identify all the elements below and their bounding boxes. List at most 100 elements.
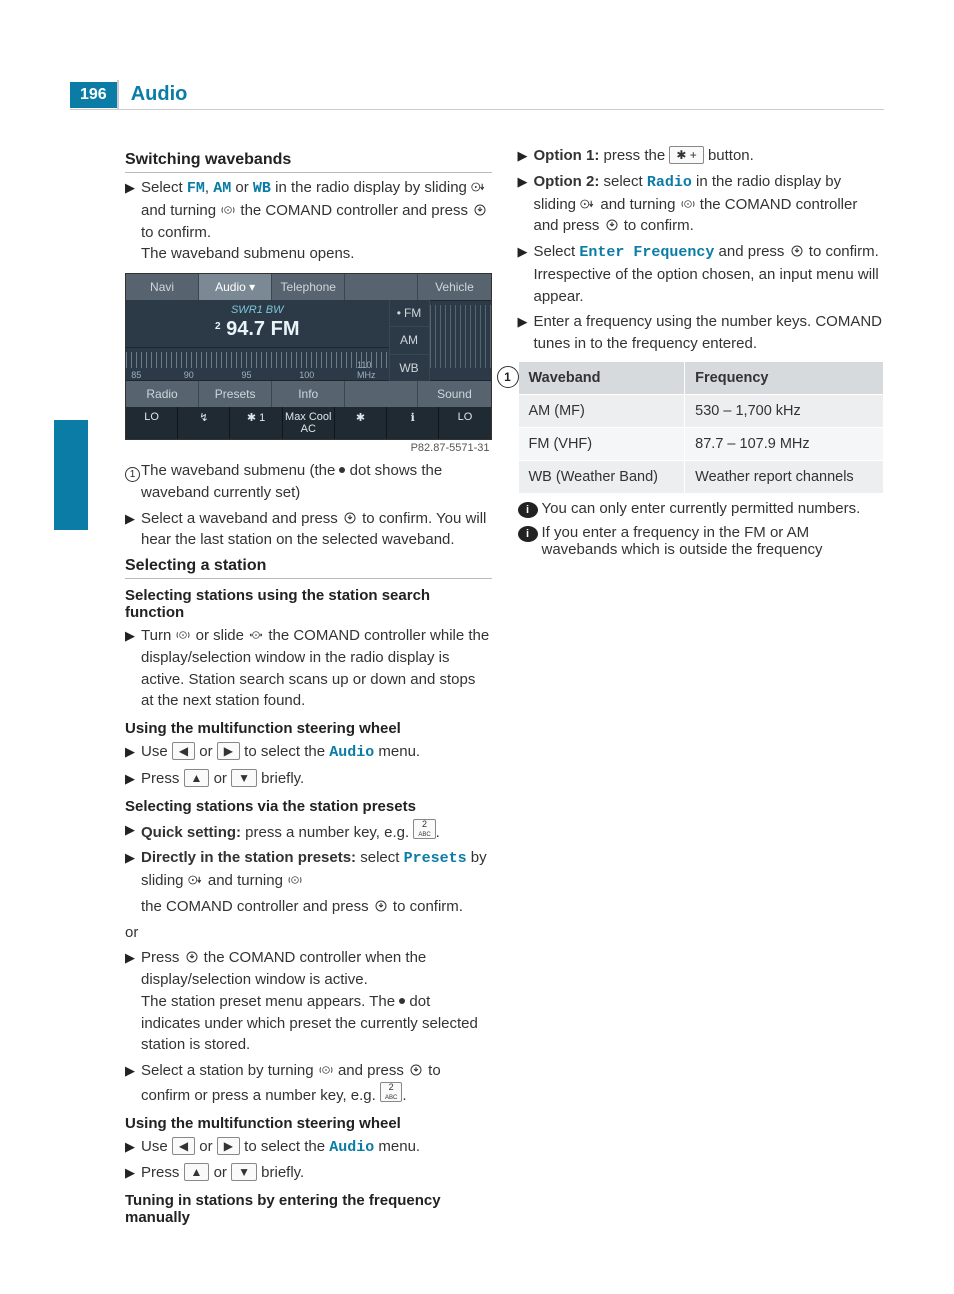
th-frequency: Frequency	[685, 361, 884, 394]
slide-lr-icon	[248, 628, 264, 642]
dial-label: 85	[131, 370, 141, 380]
h-msw-l: Using the multifunction steering wheel	[125, 720, 492, 737]
press-icon	[342, 511, 358, 525]
turn-icon	[175, 628, 191, 642]
h-search: Selecting stations using the station sea…	[125, 587, 492, 621]
screen-bot-tab: Radio	[126, 381, 199, 407]
press-icon	[184, 950, 200, 964]
screen-climate-cell: LO	[439, 407, 490, 439]
slide-down-icon	[580, 197, 596, 211]
screen-side-opt: WB	[390, 355, 429, 381]
screen-climate-cell: ↯	[178, 407, 230, 439]
screen-bot-tab	[345, 381, 418, 407]
screen-freq: 2 94.7 FM	[126, 316, 389, 347]
cont-text: the COMAND controller and press to confi…	[141, 896, 492, 918]
step-opt3: ▶ Select Enter Frequency and press to co…	[518, 241, 885, 307]
step-msw1-l: ▶ Use ◀ or ▶ to select the Audio menu.	[125, 741, 492, 764]
screen-side-opt: FM	[390, 300, 429, 327]
info-icon: i	[518, 526, 538, 542]
td: 87.7 – 107.9 MHz	[685, 427, 884, 460]
h-msw-r: Using the multifunction steering wheel	[125, 1115, 492, 1132]
code-enterfreq: Enter Frequency	[579, 244, 714, 261]
step-select-waveband: ▶ Select a waveband and press to confirm…	[125, 508, 492, 552]
td: FM (VHF)	[518, 427, 685, 460]
down-key: ▼	[231, 769, 257, 787]
turn-icon	[680, 197, 696, 211]
screen-climate-cell: LO	[126, 407, 178, 439]
dial-label: 90	[184, 370, 194, 380]
screen-climate-cell: ℹ	[387, 407, 439, 439]
step-search: ▶ Turn or slide the COMAND controller wh…	[125, 625, 492, 712]
key-star: ✱ +	[669, 146, 703, 164]
caption-1: 1 The waveband submenu (the dot shows th…	[125, 460, 492, 504]
screen-top-tab: Navi	[126, 274, 199, 300]
code-am: AM	[213, 180, 231, 197]
info-icon: i	[518, 502, 538, 518]
or-text: or	[125, 922, 492, 944]
key-2abc: 2ABC	[380, 1082, 402, 1102]
right-key: ▶	[217, 742, 240, 760]
step-msw2-r: ▶ Press ▲ or ▼ briefly.	[125, 1162, 492, 1184]
frequency-table: WavebandFrequency AM (MF)530 – 1,700 kHz…	[518, 361, 885, 494]
dial-label: 100	[299, 370, 314, 380]
step-opt1: ▶ Option 1: press the ✱ + button.	[518, 145, 885, 167]
th-waveband: Waveband	[518, 361, 685, 394]
slide-down-icon	[471, 180, 487, 194]
turn-icon	[287, 873, 303, 887]
step-switch: ▶ Select FM, AM or WB in the radio displ…	[125, 177, 492, 265]
td: WB (Weather Band)	[518, 460, 685, 493]
screen-swr: SWR1 BW	[126, 300, 389, 316]
info-note-1: i You can only enter currently permitted…	[518, 500, 885, 518]
press-icon	[604, 218, 620, 232]
screen-climate-cell: ✱ 1	[230, 407, 282, 439]
turn-icon	[220, 203, 236, 217]
dial-label: 95	[242, 370, 252, 380]
side-label: COMAND	[56, 443, 77, 530]
up-key: ▲	[184, 1163, 210, 1181]
up-key: ▲	[184, 769, 210, 787]
press-icon	[408, 1063, 424, 1077]
header-title: Audio	[117, 80, 200, 109]
page-number: 196	[70, 82, 117, 108]
right-key: ▶	[217, 1137, 240, 1155]
td: 530 – 1,700 kHz	[685, 394, 884, 427]
info-note-2: i If you enter a frequency in the FM or …	[518, 524, 885, 558]
h-selecting: Selecting a station	[125, 557, 492, 579]
td: AM (MF)	[518, 394, 685, 427]
h-presets: Selecting stations via the station prese…	[125, 798, 492, 815]
code-wb: WB	[253, 180, 271, 197]
left-key: ◀	[172, 742, 195, 760]
slide-down-icon	[188, 873, 204, 887]
page-header: 196 Audio	[70, 80, 884, 110]
h-manual: Tuning in stations by entering the frequ…	[125, 1192, 492, 1226]
callout-1: 1	[497, 366, 519, 388]
step-opt4: ▶ Enter a frequency using the number key…	[518, 311, 885, 355]
h-switching: Switching wavebands	[125, 151, 492, 173]
down-key: ▼	[231, 1163, 257, 1181]
press-icon	[789, 244, 805, 258]
press-icon	[373, 899, 389, 913]
left-key: ◀	[172, 1137, 195, 1155]
code-radio: Radio	[647, 174, 692, 191]
step-msw1-r: ▶ Use ◀ or ▶ to select the Audio menu.	[125, 1136, 492, 1159]
key-2abc: 2ABC	[413, 819, 435, 839]
screen-top-tab	[345, 274, 418, 300]
figure-ref: P82.87-5571-31	[125, 442, 490, 454]
screen-side-opt: AM	[390, 327, 429, 354]
code-audio: Audio	[329, 1139, 374, 1156]
screen-top-tab: Audio ▾	[199, 274, 272, 300]
screen-top-tab: Telephone	[272, 274, 345, 300]
screen-bot-tab: Presets	[199, 381, 272, 407]
step-quick: ▶ Quick setting: press a number key, e.g…	[125, 819, 492, 844]
screen-bot-tab: Info	[272, 381, 345, 407]
step-press-alt: ▶ Press the COMAND controller when the d…	[125, 947, 492, 1056]
td: Weather report channels	[685, 460, 884, 493]
step-direct: ▶ Directly in the station presets: selec…	[125, 847, 492, 892]
screen-bot-tab: Sound	[418, 381, 490, 407]
screen-top-tab: Vehicle	[418, 274, 490, 300]
screen-climate-cell: Max Cool AC	[283, 407, 335, 439]
step-msw2-l: ▶ Press ▲ or ▼ briefly.	[125, 768, 492, 790]
step-select-station: ▶ Select a station by turning and press …	[125, 1060, 492, 1107]
comand-screenshot: NaviAudio ▾Telephone Vehicle SWR1 BW 2 94…	[125, 273, 492, 454]
screen-climate-cell: ✱	[335, 407, 387, 439]
